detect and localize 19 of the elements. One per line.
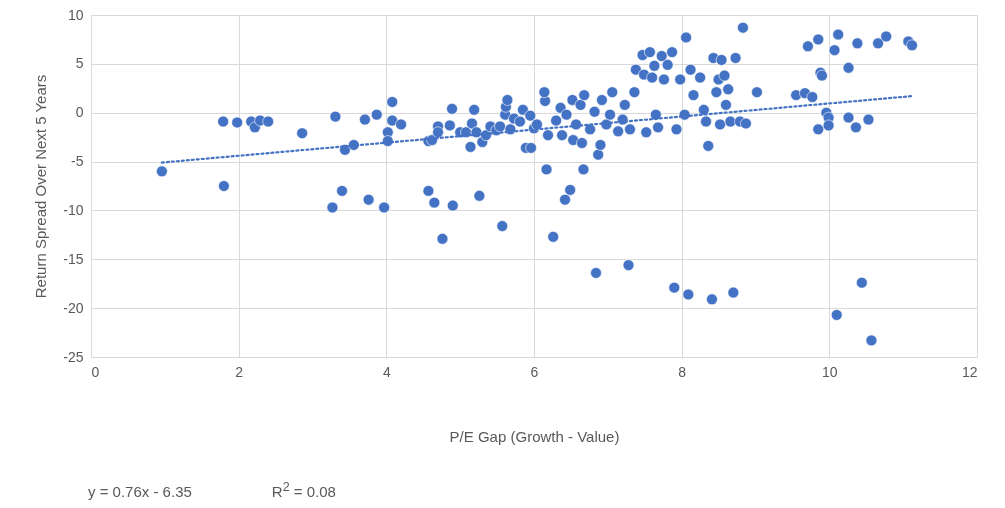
x-tick-label: 12 xyxy=(961,363,978,380)
y-tick-label: -15 xyxy=(63,250,84,267)
x-tick-label: 4 xyxy=(382,363,391,380)
x-tick-label: 10 xyxy=(822,363,838,380)
y-tick-label: -20 xyxy=(63,299,84,316)
x-tick-label: 0 xyxy=(91,363,100,380)
y-tick-label: 10 xyxy=(67,6,84,23)
x-tick-label: 6 xyxy=(530,363,539,380)
y-tick-label: 5 xyxy=(75,55,84,72)
text: R$^{2}$ = 0.08 xyxy=(271,480,336,500)
y-tick-label: 0 xyxy=(75,104,84,121)
x-axis-title: P/E Gap (Growth - Value) xyxy=(449,427,620,445)
y-axis-title: Return Spread Over Next 5 Years xyxy=(32,74,50,299)
x-tick-label: 8 xyxy=(678,363,687,380)
y-tick-label: -10 xyxy=(63,201,84,218)
text: y = 0.76x - 6.35 xyxy=(88,483,192,500)
x-tick-label: 2 xyxy=(235,363,244,380)
y-tick-label: -25 xyxy=(63,348,84,365)
y-tick-label: -5 xyxy=(71,153,84,170)
